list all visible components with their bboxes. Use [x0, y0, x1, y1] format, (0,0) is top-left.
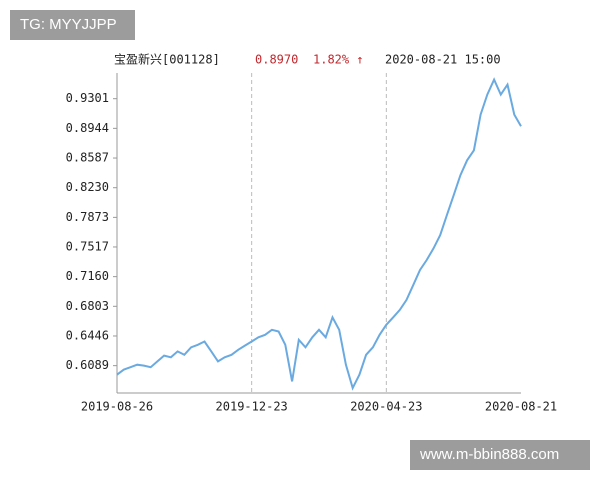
y-tick-label: 0.9301 — [66, 91, 109, 105]
watermark: TG: MYYJJPP — [20, 16, 117, 33]
y-tick-label: 0.7517 — [66, 239, 109, 253]
y-tick-label: 0.8944 — [66, 121, 109, 135]
y-tick-label: 0.7160 — [66, 269, 109, 283]
y-tick-label: 0.7873 — [66, 210, 109, 224]
chart-title: 宝盈新兴[001128] — [114, 52, 220, 67]
x-tick-label: 2020-08-21 — [485, 400, 557, 414]
y-tick-label: 0.8587 — [66, 151, 109, 165]
line — [116, 77, 522, 391]
price: 0.8970 — [255, 53, 298, 67]
x-tick-label: 2019-12-23 — [216, 400, 288, 414]
y-tick-label: 0.6803 — [66, 299, 109, 313]
x-tick-label: 2019-08-26 — [81, 400, 153, 414]
y-tick-label: 0.6446 — [66, 328, 109, 342]
y-tick-label: 0.6089 — [66, 358, 109, 372]
timestamp: 2020-08-21 15:00 — [385, 53, 501, 67]
watermark-box — [410, 440, 590, 470]
watermark-box — [10, 10, 135, 40]
watermark: www.m-bbin888.com — [419, 446, 559, 463]
change: 1.82% ↑ — [313, 53, 364, 67]
x-tick-label: 2020-04-23 — [350, 400, 422, 414]
y-tick-label: 0.8230 — [66, 180, 109, 194]
